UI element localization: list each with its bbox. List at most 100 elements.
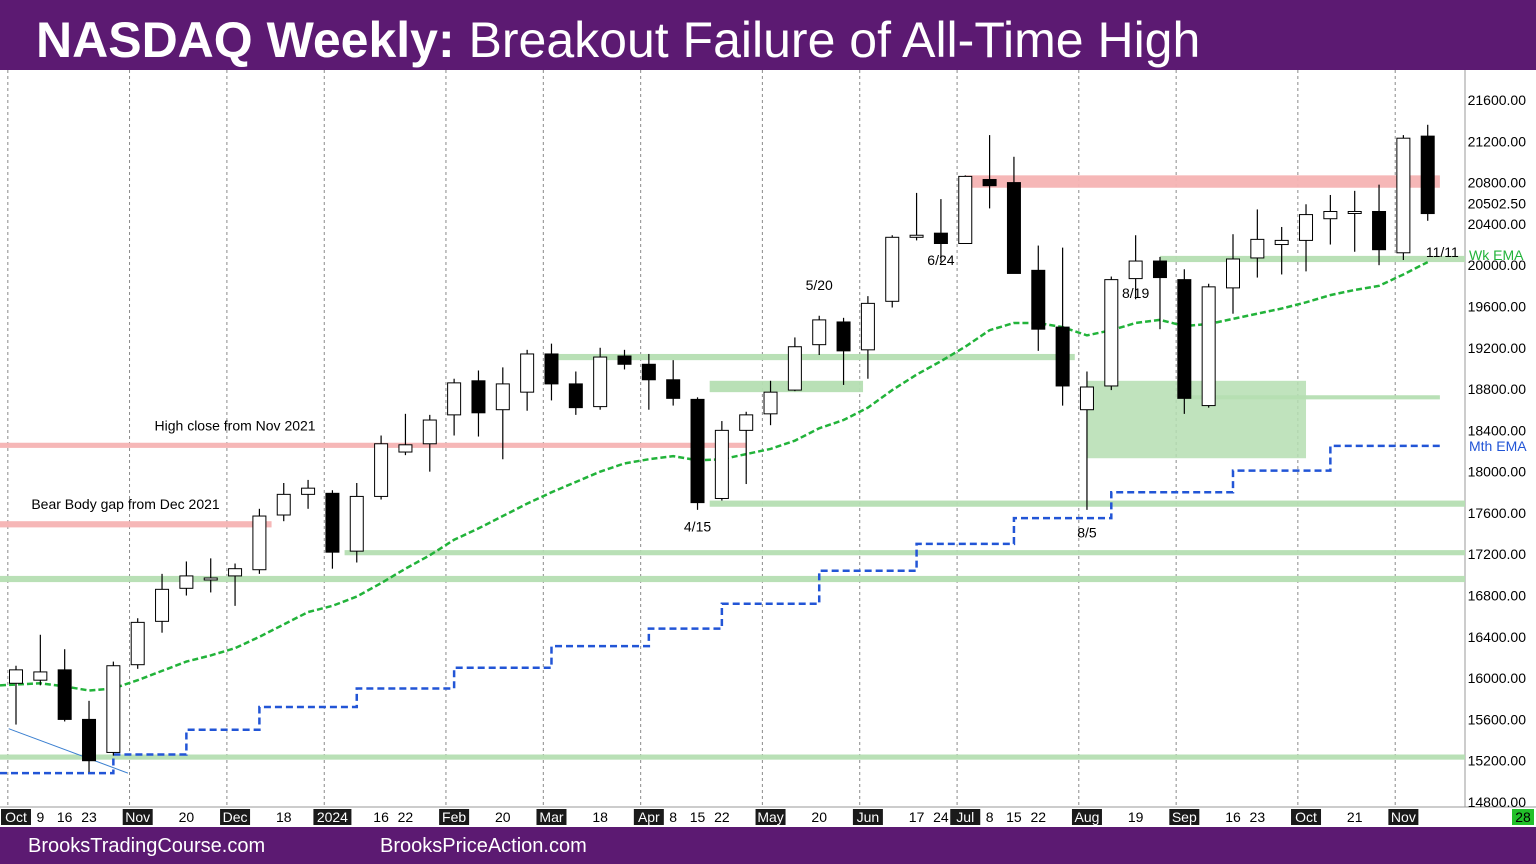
candle-body-bear: [568, 383, 583, 409]
x-month-box: [220, 809, 251, 825]
candle-body-bull: [1299, 214, 1314, 241]
candle: [520, 349, 535, 411]
support-zone: [551, 353, 1075, 361]
candle-body-bull: [276, 493, 291, 516]
candle-body-bear: [325, 492, 340, 553]
candle: [1177, 269, 1192, 414]
candle-body-bear: [836, 321, 851, 352]
candle-body-bull: [33, 671, 48, 681]
candle: [1274, 226, 1289, 275]
candle: [1250, 209, 1265, 278]
x-tick-label: 22: [398, 809, 414, 825]
candle-body-bull: [203, 577, 218, 581]
candle: [325, 490, 340, 569]
x-month-label: Aug: [1074, 809, 1099, 825]
candle-body-bull: [1128, 260, 1143, 280]
y-tick-label: 20000.00: [1468, 257, 1527, 273]
annotation-label: 4/15: [684, 519, 711, 535]
chart-area: 14800.00 15200.00 15600.00 16000.00 16400.00…: [0, 70, 1536, 827]
candle-body-bull: [1079, 386, 1094, 411]
candle: [1152, 256, 1167, 330]
candle-body-bull: [155, 588, 170, 622]
candle-body-bear: [1055, 326, 1070, 387]
weekly-ema-line: [0, 260, 1429, 692]
footer-link-brookstradingcourse[interactable]: BrooksTradingCourse.com: [28, 835, 266, 857]
x-month-label: Sep: [1172, 809, 1197, 825]
support-zone: [1159, 255, 1465, 263]
x-tick-label: 20: [179, 809, 195, 825]
x-tick-label: 23: [1250, 809, 1266, 825]
candle-body-bear: [1031, 269, 1046, 330]
x-month-box: [1169, 809, 1200, 825]
y-tick-label: 19200.00: [1468, 340, 1527, 356]
candle: [933, 199, 948, 263]
x-tick-label: 22: [1030, 809, 1046, 825]
x-tick-label: 15: [1006, 809, 1022, 825]
candle: [9, 665, 23, 725]
chart-title: NASDAQ Weekly: Breakout Failure of All-T…: [36, 10, 1200, 70]
y-tick-label: 19600.00: [1468, 298, 1527, 314]
candle-body-bear: [544, 353, 559, 385]
x-month-label: Jun: [857, 809, 880, 825]
y-tick-label: 21200.00: [1468, 133, 1527, 149]
candle: [301, 479, 316, 509]
candle: [374, 435, 389, 500]
x-month-box: [633, 809, 664, 825]
x-tick-label: 18: [592, 809, 608, 825]
candle-body-bull: [593, 356, 608, 408]
x-end-box: [1512, 809, 1534, 825]
candle: [836, 317, 851, 385]
candle-body-bull: [860, 302, 875, 351]
candle-body-bull: [447, 382, 462, 416]
y-tick-label: 21600.00: [1468, 92, 1527, 108]
candle: [909, 192, 924, 241]
x-month-label: Oct: [5, 809, 27, 825]
candle-body-bull: [374, 443, 389, 497]
candle: [1347, 190, 1362, 252]
title-rest: Breakout Failure of All-Time High: [454, 12, 1201, 68]
x-tick-label: 20: [811, 809, 827, 825]
y-tick-label: 15600.00: [1468, 711, 1527, 727]
y-tick-label: 20400.00: [1468, 216, 1527, 232]
y-tick-label: 18000.00: [1468, 464, 1527, 480]
candle: [57, 649, 72, 722]
footer-link-brookspriceaction[interactable]: BrooksPriceAction.com: [380, 835, 587, 857]
x-month-label: Dec: [223, 809, 248, 825]
candle-body-bull: [812, 319, 827, 346]
last-price-label: 20502.50: [1468, 195, 1527, 211]
candle: [398, 413, 413, 456]
candle-body-bull: [9, 669, 23, 684]
candle: [544, 343, 559, 401]
x-tick-label: 8: [986, 809, 994, 825]
candle-body-bear: [982, 178, 997, 187]
x-month-label: May: [757, 809, 783, 825]
candle-body-bull: [349, 495, 364, 552]
x-tick-label: 8: [669, 809, 677, 825]
x-tick-label: 20: [495, 809, 511, 825]
candles: [9, 124, 1435, 773]
candle-body-bull: [1226, 258, 1240, 289]
support-zone: [1184, 395, 1440, 400]
candle-body-bear: [1177, 279, 1192, 399]
candle-body-bull: [1201, 286, 1216, 407]
candle: [958, 175, 973, 244]
candle-body-bull: [301, 487, 316, 495]
candle-body-bull: [885, 236, 900, 302]
candle: [666, 360, 681, 406]
candle-body-bull: [520, 353, 535, 393]
candle-body-bear: [933, 232, 948, 244]
candle: [812, 315, 827, 355]
x-month-box: [950, 809, 981, 825]
x-month-box: [1388, 809, 1419, 825]
x-month-label: Nov: [1391, 809, 1416, 825]
x-month-label: Mar: [539, 809, 563, 825]
candle-body-bear: [1006, 182, 1021, 274]
x-tick-label: 19: [1128, 809, 1144, 825]
x-tick-label: 24: [933, 809, 949, 825]
candle: [82, 700, 97, 773]
x-month-box: [439, 809, 470, 825]
candle-body-bull: [1250, 238, 1265, 259]
candle: [106, 661, 121, 756]
candle: [1299, 204, 1314, 272]
y-tick-label: 17200.00: [1468, 546, 1527, 562]
